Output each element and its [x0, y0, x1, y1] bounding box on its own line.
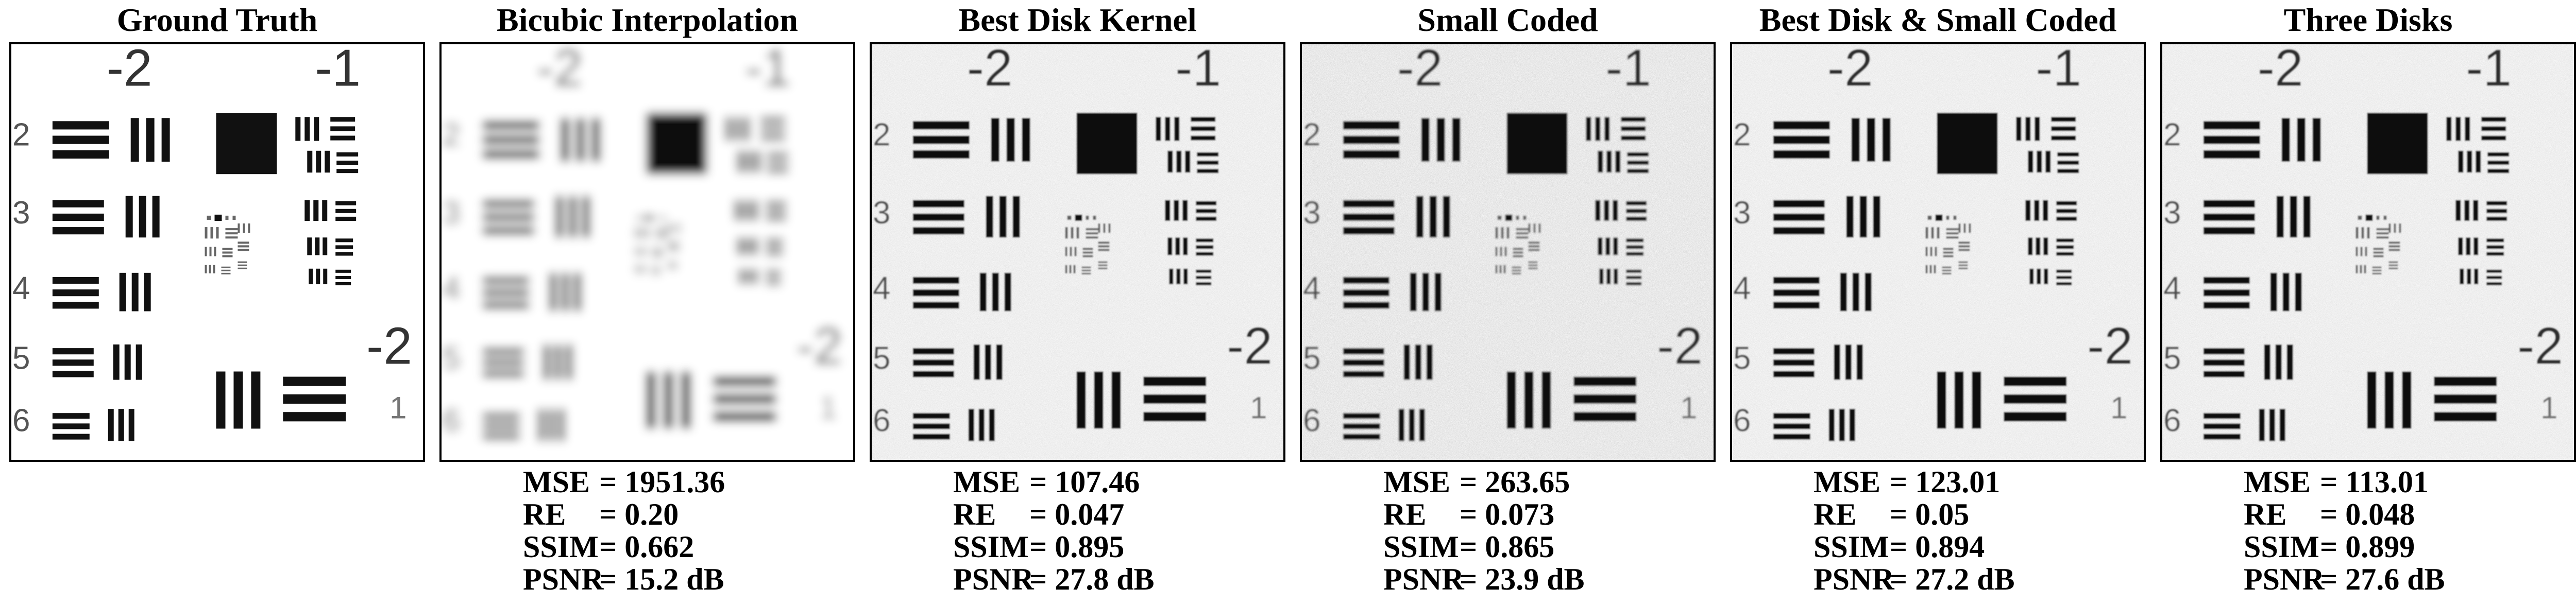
metric-label: SSIM — [1814, 530, 1889, 564]
metric-label: RE — [1814, 497, 1857, 531]
metrics-block: MSE = 113.01 RE = 0.048 SSIM = 0.899 PSNR = … — [2244, 466, 2445, 596]
ssim-value: = 0.865 — [1460, 530, 1555, 564]
metric-label: PSNR — [523, 562, 604, 596]
resolution-target-image — [1300, 42, 1716, 462]
metric-label: SSIM — [2244, 530, 2319, 564]
mse-value: = 113.01 — [2320, 465, 2429, 499]
ssim-value: = 0.894 — [1890, 530, 1985, 564]
usaf-target-bicubic — [442, 44, 853, 460]
metric-label: PSNR — [1814, 562, 1894, 596]
usaf-target-ground-truth — [11, 44, 423, 460]
resolution-target-image — [439, 42, 855, 462]
panel-title: Bicubic Interpolation — [497, 2, 798, 38]
re-value: = 0.05 — [1890, 497, 1970, 531]
resolution-target-image — [9, 42, 425, 462]
metric-label: MSE — [2244, 465, 2311, 499]
metric-label: MSE — [953, 465, 1021, 499]
metric-label: PSNR — [953, 562, 1034, 596]
panel-title: Best Disk & Small Coded — [1759, 2, 2117, 38]
mse-value: = 107.46 — [1029, 465, 1140, 499]
usaf-target-three-disks — [2162, 44, 2574, 460]
metrics-block: MSE = 107.46 RE = 0.047 SSIM = 0.895 PSNR = … — [953, 466, 1155, 596]
psnr-value: = 27.8 dB — [1029, 562, 1155, 596]
panel-ground-truth: Ground Truth — [5, 0, 429, 605]
metric-label: RE — [523, 497, 566, 531]
panel-title: Small Coded — [1417, 2, 1598, 38]
usaf-target-best-disk — [872, 44, 1283, 460]
metrics-block: MSE = 1951.36 RE = 0.20 SSIM = 0.662 PSNR = … — [523, 466, 725, 596]
psnr-value: = 15.2 dB — [599, 562, 724, 596]
psnr-value: = 27.6 dB — [2320, 562, 2445, 596]
panel-small-coded: Small Coded MSE = 263.65 RE = 0.073 SSIM = … — [1296, 0, 1720, 605]
re-value: = 0.073 — [1460, 497, 1555, 531]
metric-label: RE — [1383, 497, 1427, 531]
metric-label: MSE — [1383, 465, 1451, 499]
mse-value: = 1951.36 — [599, 465, 725, 499]
panel-bicubic: Bicubic Interpolation MSE = 1951.36 RE = 0… — [435, 0, 859, 605]
re-value: = 0.20 — [599, 497, 679, 531]
mse-value: = 123.01 — [1890, 465, 2001, 499]
re-value: = 0.048 — [2320, 497, 2415, 531]
ssim-value: = 0.899 — [2320, 530, 2415, 564]
panel-best-disk-small-coded: Best Disk & Small Coded MSE = 123.01 RE = … — [1726, 0, 2150, 605]
ssim-value: = 0.662 — [599, 530, 694, 564]
metric-label: SSIM — [523, 530, 599, 564]
psnr-value: = 27.2 dB — [1890, 562, 2015, 596]
metric-label: RE — [2244, 497, 2287, 531]
metric-label: RE — [953, 497, 996, 531]
resolution-target-image — [2160, 42, 2576, 462]
ssim-value: = 0.895 — [1029, 530, 1125, 564]
resolution-target-image — [870, 42, 1285, 462]
mse-value: = 263.65 — [1460, 465, 1570, 499]
metric-label: SSIM — [953, 530, 1029, 564]
re-value: = 0.047 — [1029, 497, 1125, 531]
panel-title: Best Disk Kernel — [958, 2, 1197, 38]
metric-label: SSIM — [1383, 530, 1459, 564]
usaf-target-best-disk-small-coded — [1732, 44, 2144, 460]
usaf-target-small-coded — [1302, 44, 1714, 460]
panel-best-disk-kernel: Best Disk Kernel MSE = 107.46 RE = 0.047 S… — [866, 0, 1290, 605]
metric-label: MSE — [1814, 465, 1881, 499]
panel-title: Three Disks — [2283, 2, 2453, 38]
metrics-block: MSE = 263.65 RE = 0.073 SSIM = 0.865 PSNR = … — [1383, 466, 1585, 596]
metrics-block: MSE = 123.01 RE = 0.05 SSIM = 0.894 PSNR = 2… — [1814, 466, 2015, 596]
metric-label: PSNR — [2244, 562, 2325, 596]
resolution-target-image — [1730, 42, 2146, 462]
metric-label: PSNR — [1383, 562, 1464, 596]
panel-three-disks: Three Disks MSE = 113.01 RE = 0.048 SSIM = … — [2156, 0, 2576, 605]
metric-label: MSE — [523, 465, 590, 499]
panel-title: Ground Truth — [116, 2, 318, 38]
psnr-value: = 23.9 dB — [1460, 562, 1585, 596]
